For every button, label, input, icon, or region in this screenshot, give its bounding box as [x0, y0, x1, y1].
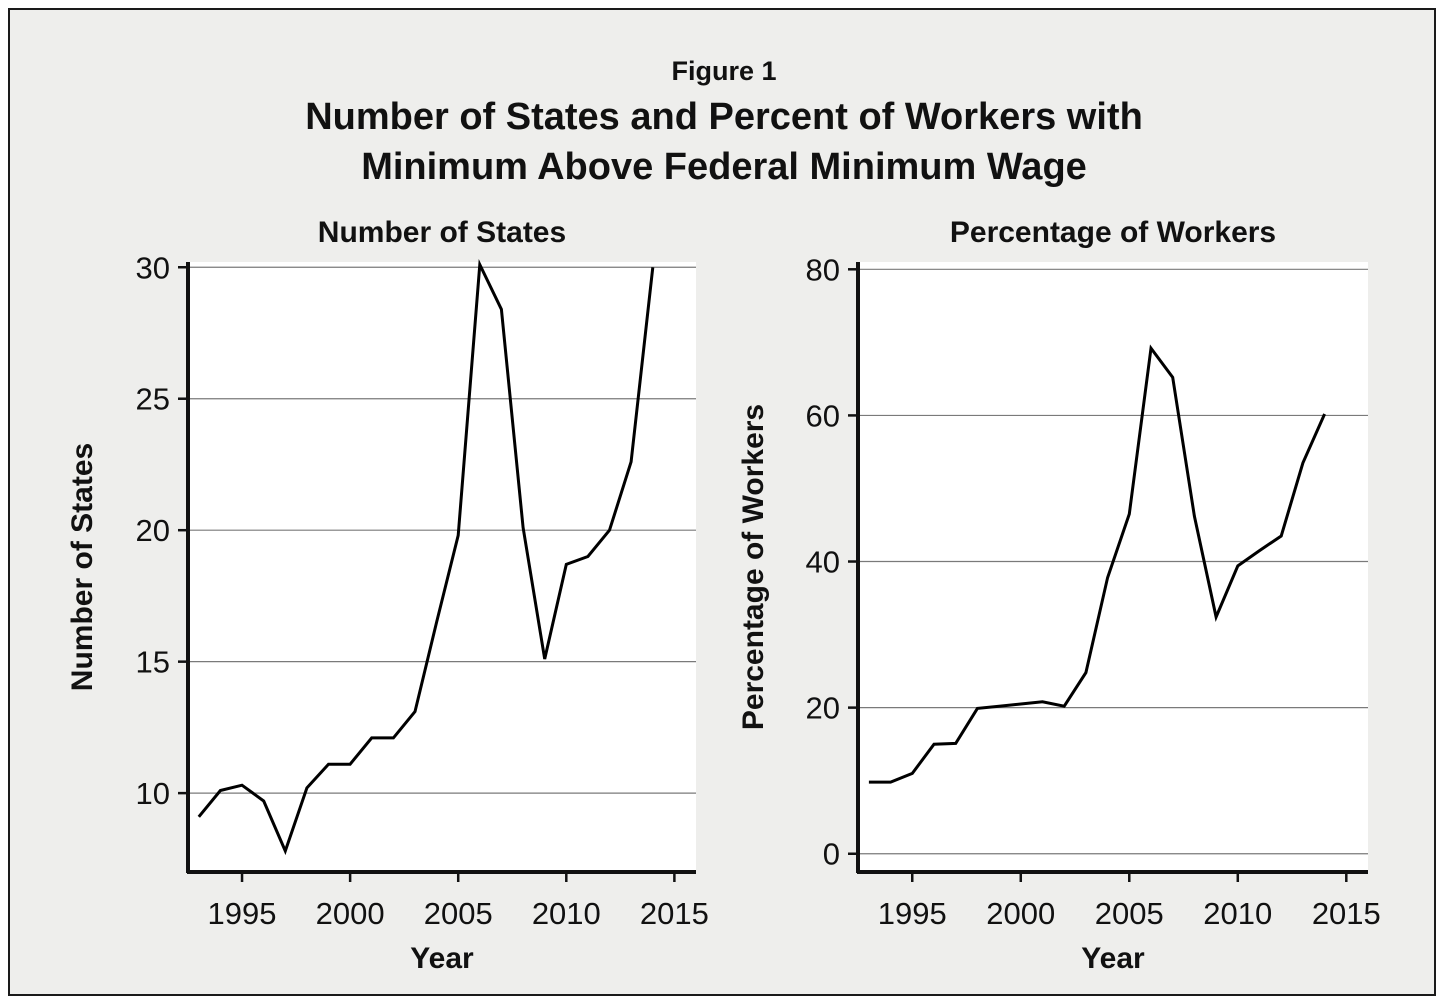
- figure-label: Figure 1: [671, 56, 777, 86]
- y-tick-label: 10: [136, 776, 170, 811]
- chart-title: Percentage of Workers: [950, 216, 1276, 249]
- figure-title: Number of States and Percent of Workers …: [10, 92, 1438, 192]
- y-tick-label: 60: [806, 398, 840, 433]
- figure-title-line-2: Minimum Above Federal Minimum Wage: [361, 146, 1087, 188]
- plot-area-2: [858, 262, 1368, 872]
- y-tick-label: 15: [136, 645, 170, 680]
- y-axis-label: Percentage of Workers: [737, 404, 770, 730]
- x-axis-label: Year: [410, 942, 474, 975]
- series-line-2-1: [868, 344, 1326, 784]
- x-tick-label: 2010: [532, 896, 601, 931]
- y-tick-label: 20: [806, 691, 840, 726]
- y-axis-label: Number of States: [66, 443, 99, 691]
- x-tick-label: 2015: [1312, 896, 1381, 931]
- chart-title: Number of States: [318, 216, 566, 249]
- x-tick-label: 2005: [1095, 896, 1164, 931]
- y-tick-label: 80: [806, 252, 840, 287]
- x-axis-label: Year: [1081, 942, 1145, 975]
- y-tick-label: 30: [136, 250, 170, 285]
- y-tick-label: 20: [136, 513, 170, 548]
- y-tick-label: 0: [823, 837, 840, 872]
- y-tick-label: 40: [806, 545, 840, 580]
- x-tick-label: 2000: [316, 896, 385, 931]
- x-tick-label: 2000: [986, 896, 1055, 931]
- x-tick-label: 2015: [640, 896, 709, 931]
- x-tick-label: 2010: [1203, 896, 1272, 931]
- figure-title-line-1: Number of States and Percent of Workers …: [305, 96, 1143, 138]
- series-line-1-1: [197, 258, 655, 856]
- x-tick-label: 1995: [878, 896, 947, 931]
- plot-area-1: [188, 262, 696, 872]
- x-tick-label: 2005: [424, 896, 493, 931]
- y-tick-label: 25: [136, 382, 170, 417]
- x-tick-label: 1995: [208, 896, 277, 931]
